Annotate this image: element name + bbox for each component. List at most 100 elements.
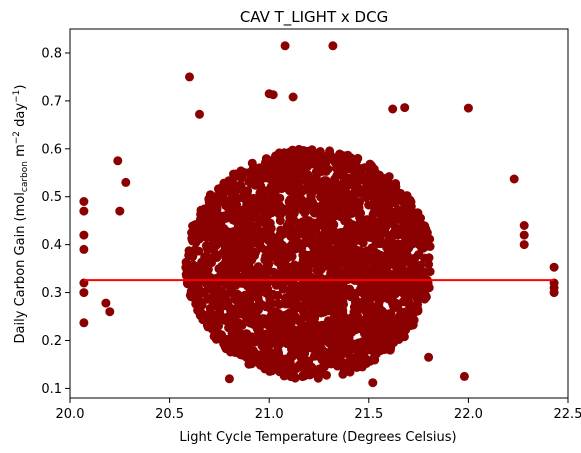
data-point <box>223 342 233 352</box>
data-point <box>273 257 283 267</box>
data-point <box>519 221 529 230</box>
data-point <box>101 298 111 308</box>
data-point <box>339 214 349 224</box>
y-tick-label: 0.3 <box>41 286 62 301</box>
data-point <box>424 253 434 263</box>
data-point <box>257 328 266 338</box>
data-point <box>237 206 247 216</box>
data-point <box>306 324 315 334</box>
data-point <box>239 332 249 342</box>
data-point <box>184 246 194 256</box>
data-point <box>242 307 252 317</box>
data-point <box>298 352 308 362</box>
data-point <box>344 268 354 278</box>
data-point <box>284 313 294 323</box>
x-tick-label: 22.0 <box>454 407 483 422</box>
data-point <box>267 309 277 319</box>
data-point <box>340 365 350 375</box>
data-point <box>290 173 300 182</box>
data-point <box>336 348 346 358</box>
y-tick-label: 0.4 <box>41 238 62 253</box>
data-point <box>292 188 302 198</box>
data-point <box>238 169 247 179</box>
data-point <box>280 225 290 235</box>
data-point <box>79 230 89 240</box>
data-point <box>386 186 396 196</box>
data-point <box>308 159 318 169</box>
data-point <box>405 265 415 275</box>
data-point <box>249 193 259 203</box>
data-point <box>424 352 434 362</box>
data-point <box>375 290 384 299</box>
data-point <box>388 289 398 299</box>
data-point <box>274 154 284 164</box>
data-point <box>362 283 371 293</box>
data-point <box>282 355 292 365</box>
data-point <box>264 174 274 184</box>
data-point <box>255 298 264 308</box>
data-point <box>361 302 371 312</box>
data-point <box>406 284 416 294</box>
data-point <box>194 246 204 256</box>
data-point <box>212 252 222 262</box>
data-point <box>254 305 263 315</box>
data-point <box>355 197 364 207</box>
data-point <box>425 242 435 251</box>
data-point <box>313 168 323 178</box>
data-point <box>350 251 360 261</box>
data-point <box>246 292 256 302</box>
data-point <box>204 208 214 217</box>
data-point <box>338 297 348 307</box>
data-point <box>331 267 341 277</box>
data-point <box>191 299 201 309</box>
data-point <box>201 241 211 251</box>
data-point <box>388 104 398 114</box>
data-point <box>408 226 417 236</box>
data-point <box>420 267 430 277</box>
data-point <box>373 337 383 347</box>
data-point <box>188 236 198 246</box>
data-point <box>204 294 214 304</box>
y-axis-label-superscript-2: −1 <box>12 90 22 103</box>
data-point <box>79 244 89 254</box>
data-point <box>204 281 214 291</box>
data-point <box>331 335 340 345</box>
data-point <box>389 216 399 226</box>
y-tick-label: 0.1 <box>41 382 62 397</box>
data-point <box>197 257 207 267</box>
data-point <box>265 332 275 342</box>
data-point <box>285 186 294 196</box>
data-point <box>183 261 193 270</box>
data-point <box>340 338 350 348</box>
x-tick-label: 20.0 <box>56 407 85 422</box>
data-point <box>338 317 348 327</box>
data-point <box>230 189 240 199</box>
data-point <box>262 198 272 208</box>
data-point <box>372 322 382 332</box>
data-point <box>287 240 297 249</box>
data-point <box>298 151 308 160</box>
data-point <box>420 221 430 231</box>
data-point <box>379 214 389 224</box>
data-point <box>364 180 374 190</box>
y-axis-label-suffix: ) <box>13 85 28 90</box>
data-point <box>204 219 214 229</box>
data-point <box>300 294 310 304</box>
data-point <box>307 145 317 155</box>
data-point <box>115 206 125 216</box>
data-point <box>388 316 398 326</box>
data-point <box>304 180 314 190</box>
data-point <box>321 192 331 202</box>
data-point <box>213 234 223 243</box>
data-point <box>280 41 290 51</box>
data-point <box>215 329 224 339</box>
data-point <box>414 282 423 292</box>
data-point <box>224 203 234 213</box>
data-point <box>295 317 305 327</box>
data-point <box>294 218 304 228</box>
data-point <box>317 344 327 354</box>
data-point <box>361 320 371 330</box>
data-point <box>195 215 205 224</box>
data-point <box>338 160 348 170</box>
